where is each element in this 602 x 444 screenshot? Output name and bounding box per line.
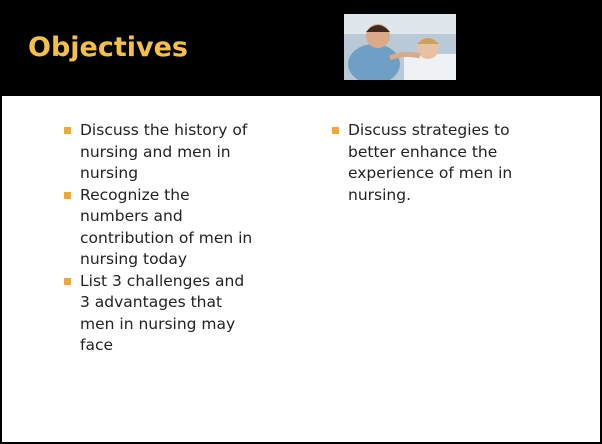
bullet-item: Discuss the history of nursing and men i… <box>64 120 254 185</box>
header: Objectives <box>2 2 600 96</box>
photo <box>344 14 456 80</box>
bullet-item: Recognize the numbers and contribution o… <box>64 185 254 271</box>
bullet-list: Discuss strategies to better enhance the… <box>332 120 522 206</box>
slide-title: Objectives <box>28 32 188 63</box>
bullet-list: Discuss the history of nursing and men i… <box>64 120 254 357</box>
bullet-item: Discuss strategies to better enhance the… <box>332 120 522 206</box>
slide: Objectives Discuss the history of nursin… <box>0 0 602 444</box>
bullet-item: List 3 challenges and 3 advantages that … <box>64 271 254 357</box>
